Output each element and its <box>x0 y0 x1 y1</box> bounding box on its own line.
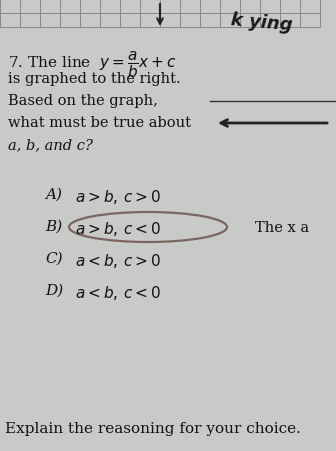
Text: A): A) <box>45 188 62 202</box>
Text: a, b, and c?: a, b, and c? <box>8 138 93 152</box>
Text: $a < b,\, c < 0$: $a < b,\, c < 0$ <box>75 283 161 301</box>
Text: 7. The line  $y = \dfrac{a}{b}x + c$: 7. The line $y = \dfrac{a}{b}x + c$ <box>8 50 177 79</box>
Text: Explain the reasoning for your choice.: Explain the reasoning for your choice. <box>5 421 301 435</box>
Text: Based on the graph,: Based on the graph, <box>8 94 158 108</box>
Text: k ying: k ying <box>230 11 293 34</box>
Text: what must be true about: what must be true about <box>8 116 191 130</box>
Text: $a > b,\, c < 0$: $a > b,\, c < 0$ <box>75 220 161 238</box>
Text: $a > b,\, c > 0$: $a > b,\, c > 0$ <box>75 188 161 206</box>
Text: $a < b,\, c > 0$: $a < b,\, c > 0$ <box>75 252 161 269</box>
Text: The x a: The x a <box>255 221 309 235</box>
Text: C): C) <box>45 252 62 265</box>
Text: B): B) <box>45 220 62 234</box>
Text: is graphed to the right.: is graphed to the right. <box>8 72 181 86</box>
Text: D): D) <box>45 283 63 297</box>
